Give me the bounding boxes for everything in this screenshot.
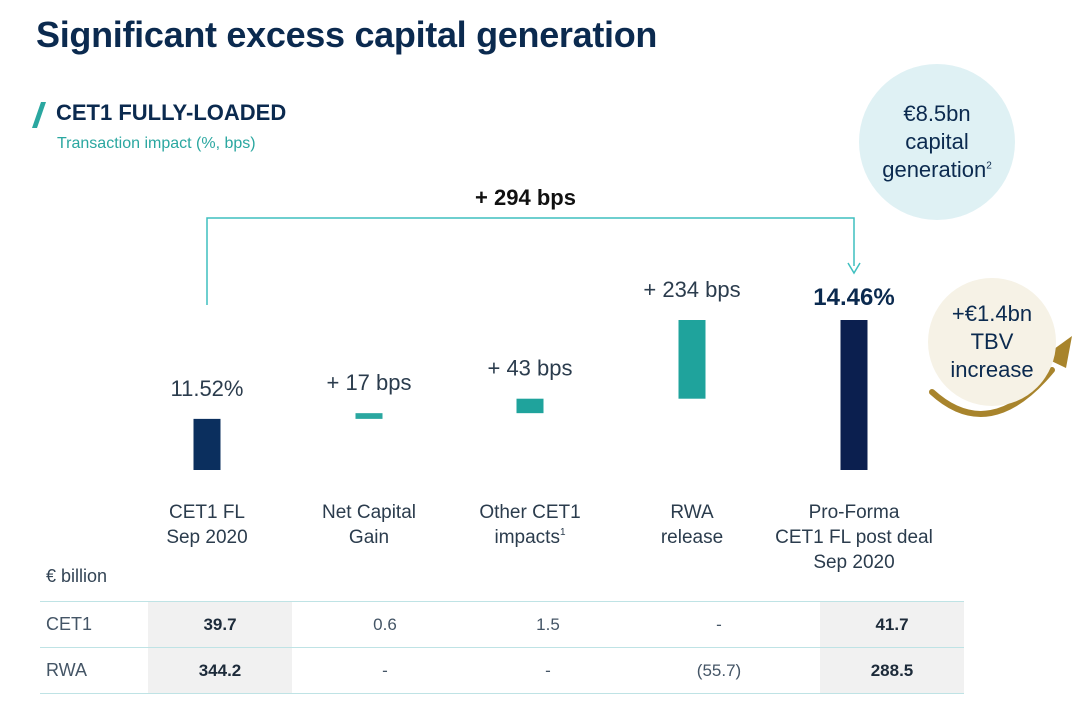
- category-label-1-0: Net Capital: [322, 502, 416, 523]
- capital-table: CET1 39.7 0.6 1.5 - 41.7 RWA 344.2 - - (…: [40, 601, 964, 694]
- category-label-0-1: Sep 2020: [166, 527, 247, 548]
- table-unit-label: € billion: [46, 566, 108, 586]
- table-cell: -: [292, 647, 478, 694]
- tbv-word: TBV: [970, 329, 1014, 354]
- footnote-2: 2: [986, 160, 992, 172]
- table-cell: 0.6: [292, 601, 478, 648]
- waterfall-bar-0: [193, 418, 221, 470]
- row-label: RWA: [40, 647, 148, 694]
- chart-subtitle: Transaction impact (%, bps): [57, 135, 256, 152]
- category-label-2-0: Other CET1: [479, 502, 580, 523]
- bar-value-label-0: 11.52%: [171, 376, 244, 401]
- table-cell: 41.7: [820, 601, 964, 648]
- capital-generation-label: generation2: [882, 156, 992, 184]
- bar-value-label-2: + 43 bps: [487, 356, 572, 381]
- bar-value-label-1: + 17 bps: [326, 370, 411, 395]
- total-change-bracket: + 294 bps: [206, 185, 861, 305]
- waterfall-bar-3: [678, 320, 706, 399]
- bracket-arrow-icon: [847, 262, 861, 275]
- tbv-amount: +€1.4bn: [951, 301, 1033, 326]
- waterfall-bar-1: [355, 413, 383, 419]
- bar-value-label-4: 14.46%: [813, 284, 894, 311]
- capital-generation-word: generation: [882, 157, 987, 182]
- table-cell: -: [478, 647, 618, 694]
- category-label-2-1: impacts1: [494, 527, 565, 548]
- category-label-0-0: CET1 FL: [169, 502, 245, 523]
- category-label-4-0: Pro-Forma: [809, 502, 900, 523]
- table-cell: -: [618, 601, 820, 648]
- waterfall-bar-4: [840, 320, 868, 470]
- table-cell: 39.7: [148, 601, 292, 648]
- table-row-rwa: RWA 344.2 - - (55.7) 288.5: [40, 647, 964, 694]
- table-cell: 288.5: [820, 647, 964, 694]
- row-label: CET1: [40, 601, 148, 648]
- bar-value-label-3: + 234 bps: [643, 277, 740, 302]
- capital-generation-bubble: €8.5bn capital generation2: [859, 64, 1015, 220]
- slash-accent-icon: [32, 102, 46, 128]
- capital-amount: €8.5bn: [903, 101, 971, 126]
- category-label-3-1: release: [661, 527, 723, 548]
- page-title: Significant excess capital generation: [36, 14, 658, 55]
- category-label-1-1: Gain: [349, 527, 389, 548]
- table-cell: 1.5: [478, 601, 618, 648]
- tbv-increase-bubble: +€1.4bn TBV increase: [928, 278, 1056, 406]
- section-heading: CET1 FULLY-LOADED: [56, 100, 287, 125]
- bracket-line: [206, 217, 855, 305]
- table-row-cet1: CET1 39.7 0.6 1.5 - 41.7: [40, 601, 964, 648]
- capital-word: capital: [905, 129, 969, 154]
- category-label-3-0: RWA: [670, 502, 714, 523]
- waterfall-bar-2: [516, 398, 544, 414]
- tbv-increase-label: increase: [950, 357, 1034, 382]
- category-label-4-2: Sep 2020: [813, 552, 894, 573]
- category-label-4-1: CET1 FL post deal: [775, 527, 933, 548]
- table-cell: (55.7): [618, 647, 820, 694]
- table-cell: 344.2: [148, 647, 292, 694]
- total-change-label: + 294 bps: [475, 185, 576, 210]
- category-footnote-2: 1: [560, 527, 566, 538]
